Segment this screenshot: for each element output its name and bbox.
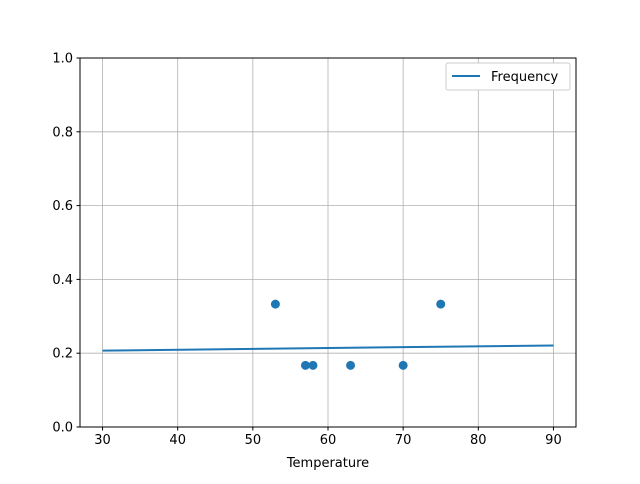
legend-label: Frequency [491, 70, 558, 85]
y-tick-label: 0.6 [52, 199, 73, 214]
x-tick-label: 30 [94, 433, 111, 448]
x-tick-label: 60 [320, 433, 337, 448]
x-axis-label: Temperature [286, 456, 369, 471]
scatter-point [300, 360, 310, 370]
x-tick-label: 40 [169, 433, 186, 448]
scatter-point [436, 299, 446, 309]
grid [80, 57, 576, 428]
x-tick-label: 80 [470, 433, 487, 448]
x-tick-label: 70 [395, 433, 412, 448]
legend-box [445, 62, 571, 91]
ticks: 30 40 50 60 70 80 90 0.0 0.2 0.4 0.6 0.8 1.0 [52, 52, 561, 449]
x-tick-label: 50 [245, 433, 262, 448]
y-tick-label: 1.0 [52, 52, 73, 67]
frequency-line [102, 344, 554, 352]
legend: Frequency [445, 62, 571, 91]
x-tick-label: 90 [545, 433, 562, 448]
marks [102, 299, 554, 370]
y-tick-label: 0.2 [52, 347, 73, 362]
scatter-point [270, 299, 280, 309]
scatter-point [308, 360, 318, 370]
scatter-point [398, 360, 408, 370]
y-tick-label: 0.4 [52, 273, 73, 288]
y-tick-label: 0.0 [52, 421, 73, 436]
y-tick-label: 0.8 [52, 125, 73, 140]
scatter-point [346, 360, 356, 370]
